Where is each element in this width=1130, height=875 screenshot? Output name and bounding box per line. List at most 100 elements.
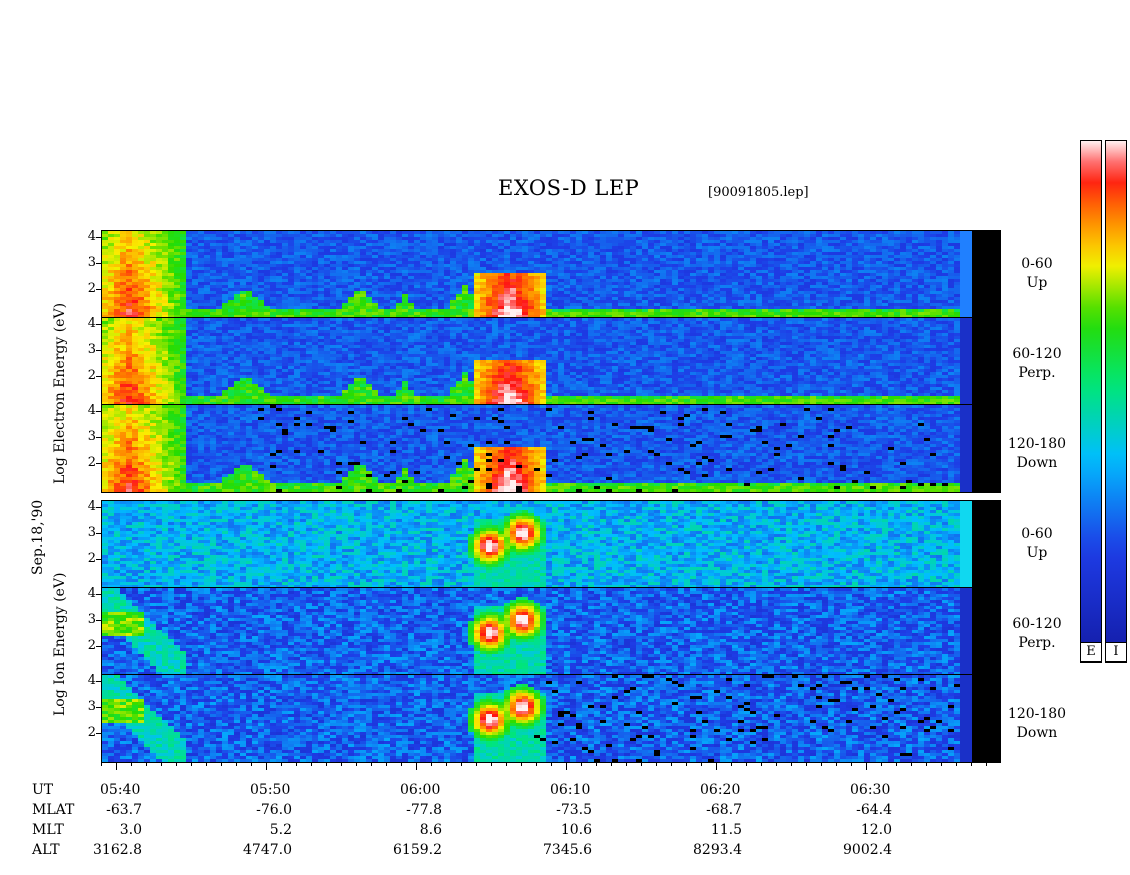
axis-row-value: -68.7 (662, 802, 742, 818)
x-minor-tick (311, 762, 312, 766)
y-tick-label: 2 (82, 281, 96, 296)
x-minor-tick (176, 762, 177, 766)
x-minor-tick (446, 762, 447, 766)
x-minor-tick (671, 762, 672, 766)
y-tick-label: 3 (82, 525, 96, 540)
x-minor-tick (266, 762, 267, 770)
x-minor-tick (416, 762, 417, 770)
no-data-fill (972, 675, 1000, 762)
axis-row-value: 12.0 (812, 822, 892, 838)
spectrogram-panel-electron-1 (101, 317, 1001, 406)
x-minor-tick (911, 762, 912, 766)
x-minor-tick (806, 762, 807, 766)
axis-row-value: 05:40 (100, 782, 180, 798)
spectrogram-panel-electron-2 (101, 404, 1001, 493)
x-minor-tick (701, 762, 702, 766)
y-tick-label: 2 (82, 455, 96, 470)
x-minor-tick (281, 762, 282, 766)
x-minor-tick (116, 762, 117, 770)
x-minor-tick (956, 762, 957, 766)
x-minor-tick (581, 762, 582, 766)
axis-row-value: -73.5 (512, 802, 592, 818)
pitch-direction: Down (1002, 454, 1072, 473)
x-minor-tick (791, 762, 792, 766)
x-minor-tick (896, 762, 897, 766)
no-data-fill (972, 501, 1000, 588)
x-minor-tick (851, 762, 852, 766)
axis-row-value: 3162.8 (62, 842, 142, 858)
y-tick-label: 2 (82, 368, 96, 383)
x-minor-tick (521, 762, 522, 766)
pitch-angle-label: 0-60 Up (1002, 525, 1072, 563)
y-tick-mark (96, 533, 101, 534)
axis-row-value: 06:00 (400, 782, 480, 798)
x-minor-tick (296, 762, 297, 766)
axis-row-label: UT (32, 782, 53, 798)
axis-row-value: 5.2 (212, 822, 292, 838)
y-tick-label: 4 (82, 316, 96, 331)
axis-row-value: 8293.4 (662, 842, 742, 858)
y-tick-mark (96, 733, 101, 734)
no-data-fill (972, 588, 1000, 675)
pitch-direction: Perp. (1002, 634, 1072, 653)
axis-row-value: 05:50 (250, 782, 330, 798)
y-tick-label: 2 (82, 725, 96, 740)
no-data-fill (972, 405, 1000, 492)
y-tick-label: 3 (82, 699, 96, 714)
ion-y-axis-label: Log Ion Energy (eV) (52, 573, 68, 716)
pitch-range: 120-180 (1002, 705, 1072, 724)
y-tick-mark (96, 681, 101, 682)
spectrogram-panel-ion-2 (101, 674, 1001, 763)
x-minor-tick (596, 762, 597, 766)
pitch-range: 0-60 (1002, 525, 1072, 544)
file-name: [90091805.lep] (708, 185, 809, 200)
y-tick-mark (96, 559, 101, 560)
x-minor-tick (566, 762, 567, 770)
x-minor-tick (536, 762, 537, 766)
x-minor-tick (506, 762, 507, 766)
no-data-fill (972, 231, 1000, 318)
y-tick-label: 3 (82, 255, 96, 270)
y-tick-mark (96, 350, 101, 351)
axis-row-value: 10.6 (512, 822, 592, 838)
spectrogram-panel-ion-1 (101, 587, 1001, 676)
x-minor-tick (401, 762, 402, 766)
y-tick-label: 3 (82, 342, 96, 357)
date-label: Sep.18,'90 (30, 500, 46, 575)
axis-row-value: 6159.2 (362, 842, 442, 858)
x-minor-tick (926, 762, 927, 766)
y-tick-label: 4 (82, 499, 96, 514)
pitch-range: 60-120 (1002, 615, 1072, 634)
edge-column (960, 318, 972, 405)
axis-row-value: -64.4 (812, 802, 892, 818)
axis-row-value: 11.5 (662, 822, 742, 838)
y-tick-mark (96, 620, 101, 621)
x-minor-tick (431, 762, 432, 766)
x-minor-tick (686, 762, 687, 766)
y-tick-label: 4 (82, 586, 96, 601)
electron-y-axis-label: Log Electron Energy (eV) (52, 303, 68, 484)
x-minor-tick (941, 762, 942, 766)
x-minor-tick (656, 762, 657, 766)
edge-column (960, 588, 972, 675)
x-minor-tick (146, 762, 147, 766)
y-tick-mark (96, 237, 101, 238)
pitch-angle-label: 0-60 Up (1002, 255, 1072, 293)
y-tick-mark (96, 376, 101, 377)
x-minor-tick (371, 762, 372, 766)
x-minor-tick (161, 762, 162, 766)
pitch-angle-label: 60-120 Perp. (1002, 345, 1072, 383)
x-minor-tick (341, 762, 342, 766)
chart-title: EXOS-D LEP (498, 176, 639, 200)
axis-row-value: 7345.6 (512, 842, 592, 858)
y-tick-mark (96, 707, 101, 708)
electron-colorbar-tag: E (1080, 642, 1102, 662)
x-minor-tick (491, 762, 492, 766)
pitch-range: 0-60 (1002, 255, 1072, 274)
edge-column (960, 231, 972, 318)
x-minor-tick (986, 762, 987, 766)
no-data-fill (972, 318, 1000, 405)
pitch-range: 120-180 (1002, 435, 1072, 454)
y-tick-mark (96, 507, 101, 508)
spectrogram-svg (102, 675, 1000, 762)
